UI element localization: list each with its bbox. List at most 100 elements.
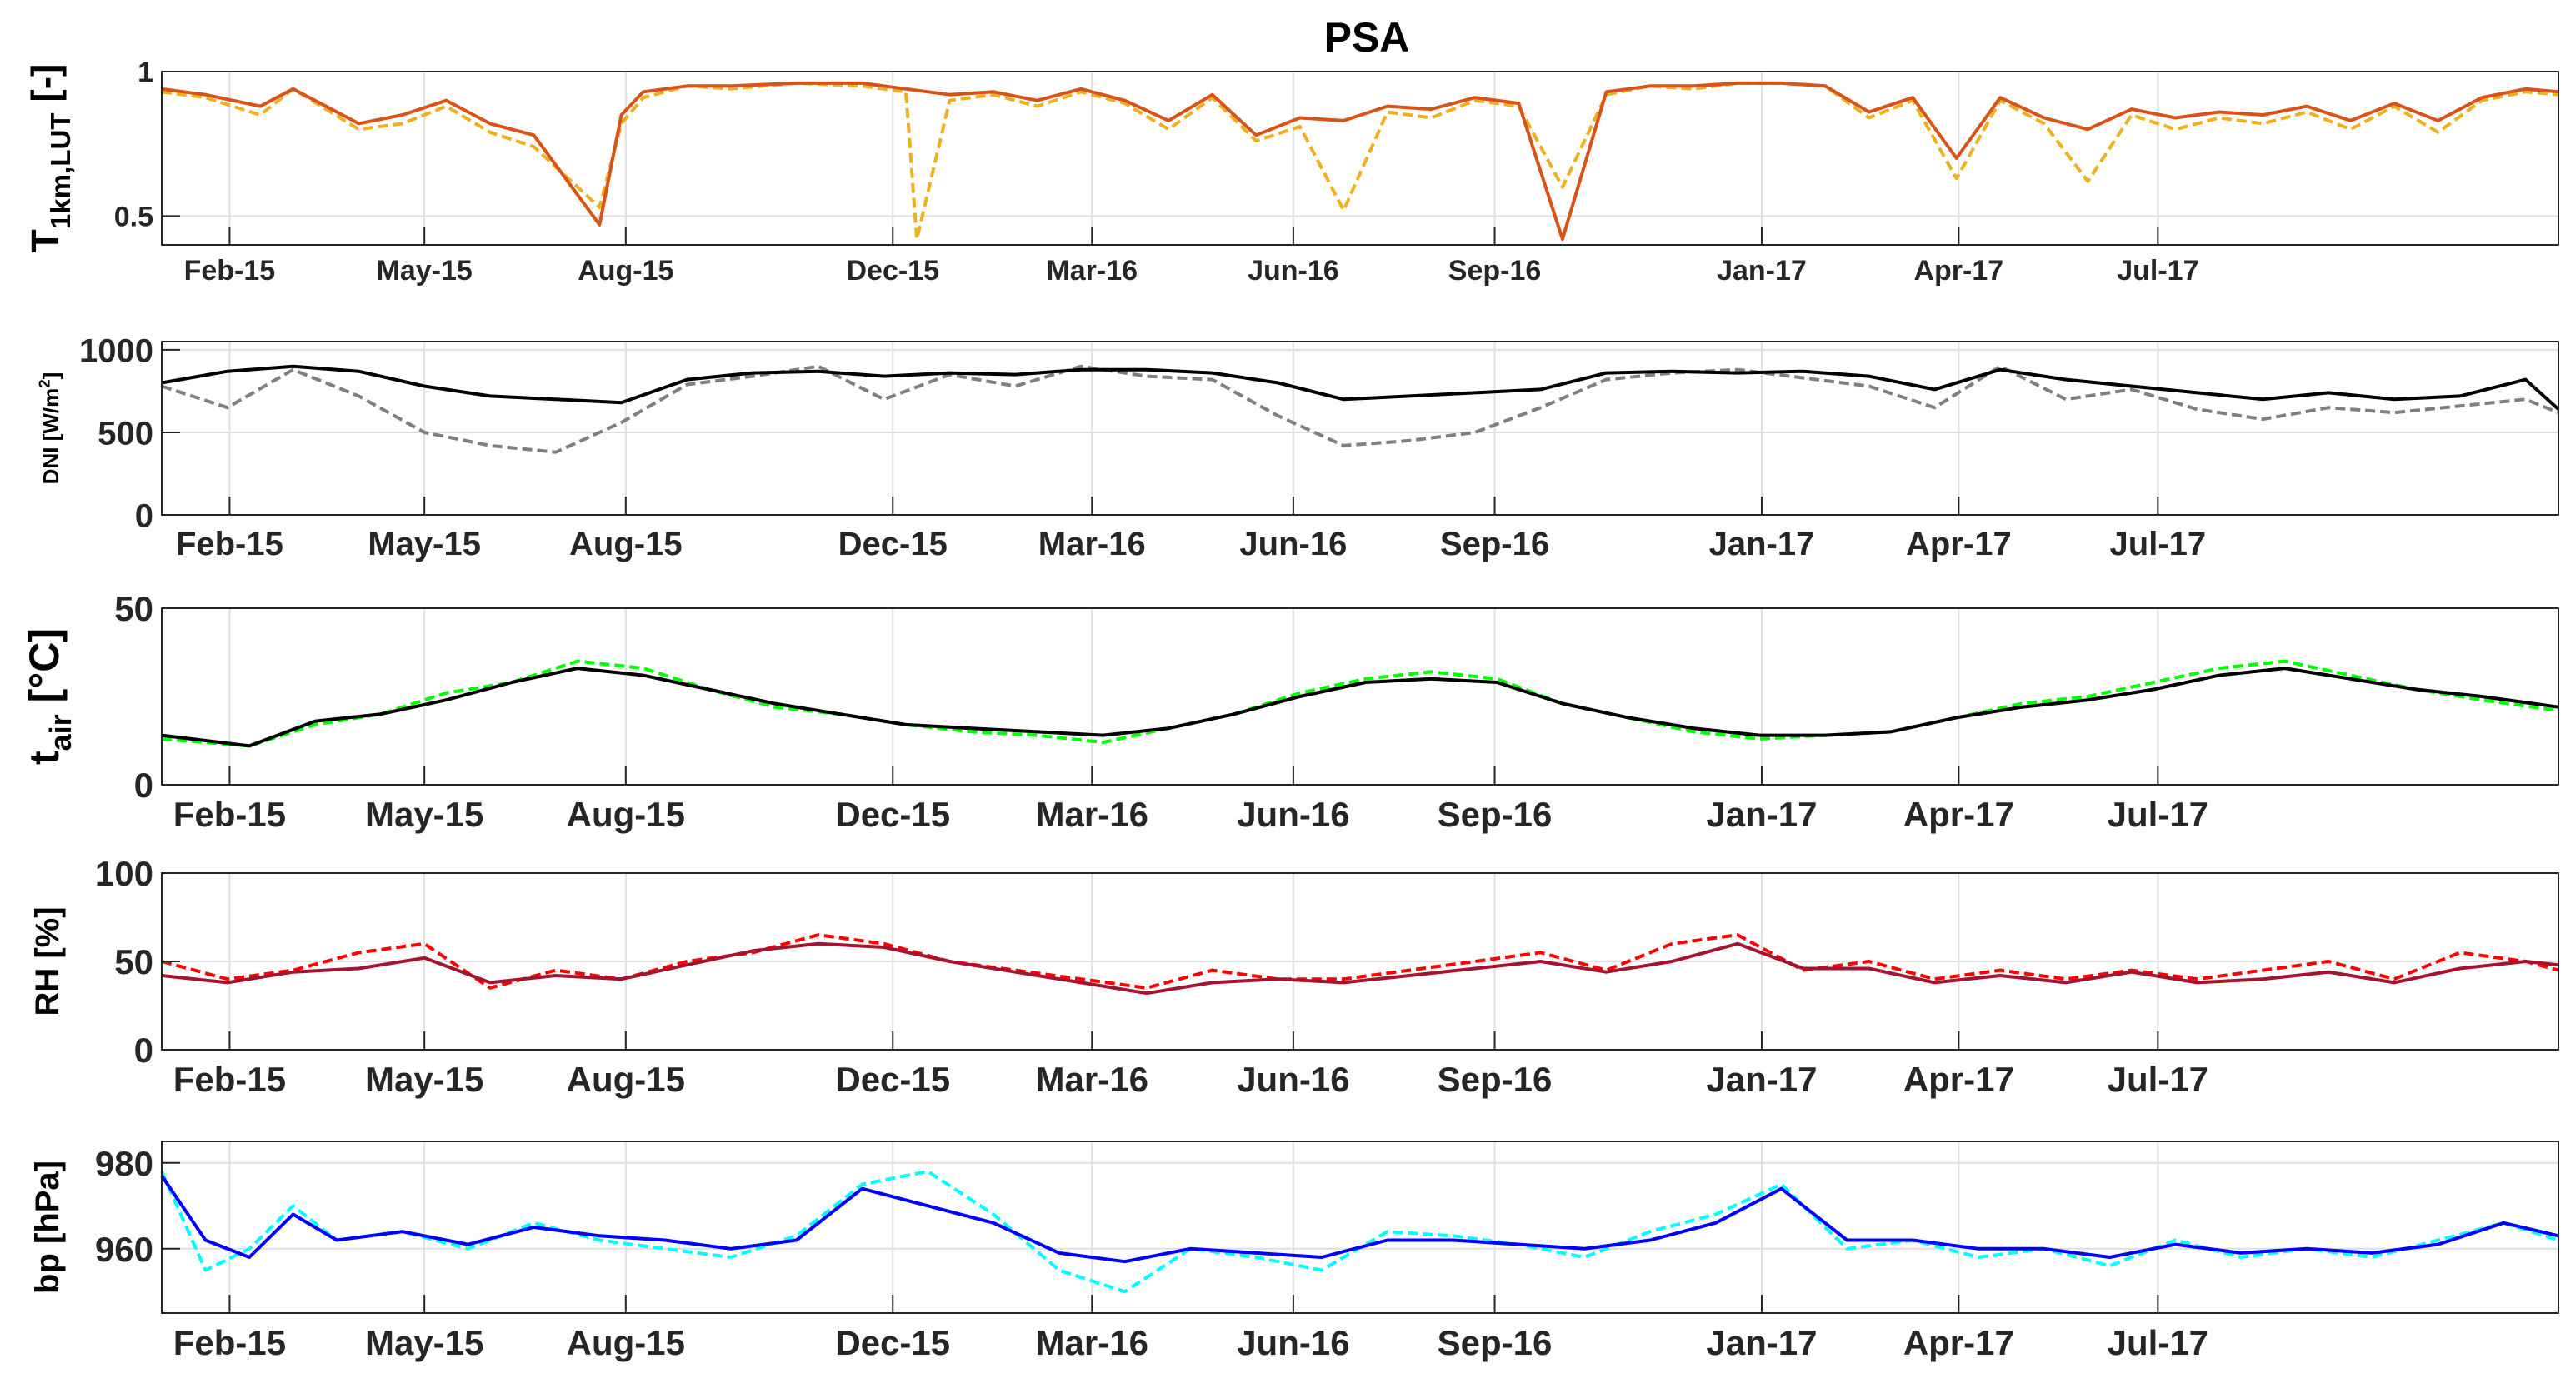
panel-dni: 0 500 1000 Feb-15 May-15 Aug-15 Dec-15 Mar-16 Ju… bbox=[36, 332, 2560, 562]
x-tick-label: Feb-15 bbox=[184, 255, 276, 287]
x-tick-label: Dec-15 bbox=[835, 1323, 950, 1362]
y-tick-label: 50 bbox=[114, 942, 153, 981]
y-axis-label: tair [°C] bbox=[21, 628, 78, 765]
x-tick-label: Jan-17 bbox=[1717, 255, 1807, 287]
y-axis-label-suffix: [-] bbox=[23, 64, 67, 113]
x-tick-label: Apr-17 bbox=[1903, 1323, 2014, 1362]
x-tick-label: Feb-15 bbox=[173, 1323, 286, 1362]
plot-area bbox=[162, 608, 2558, 785]
y-tick-label: 1000 bbox=[79, 332, 153, 369]
axes-box bbox=[161, 341, 2559, 516]
x-tick-label: Jul-17 bbox=[2117, 255, 2198, 287]
x-tick-label: Jul-17 bbox=[2110, 526, 2207, 562]
panel-air_temperature: 0 50 Feb-15 May-15 Aug-15 Dec-15 Mar-16 Jun-16 S… bbox=[21, 589, 2559, 834]
y-tick-label: 500 bbox=[98, 415, 153, 452]
y-tick-label: 0 bbox=[134, 766, 153, 805]
x-tick-label: Dec-15 bbox=[835, 795, 950, 834]
y-tick-label: 1 bbox=[138, 57, 153, 88]
plot-area bbox=[162, 342, 2558, 515]
y-tick-label: 50 bbox=[114, 589, 153, 628]
x-tick-label: Jan-17 bbox=[1709, 526, 1815, 562]
x-tick-label: Sep-16 bbox=[1448, 255, 1542, 287]
y-axis-label-main: T bbox=[23, 229, 67, 252]
series-daily-line bbox=[161, 659, 2559, 748]
plot-area bbox=[162, 72, 2558, 245]
x-tick-label: Jul-17 bbox=[2108, 1323, 2208, 1362]
y-axis-label: bp [hPa] bbox=[29, 1161, 66, 1294]
axes-box bbox=[161, 71, 2559, 246]
x-tick-label: Sep-16 bbox=[1438, 1060, 1553, 1099]
series-daily-line bbox=[161, 81, 2559, 242]
x-tick-label: Mar-16 bbox=[1036, 795, 1148, 834]
y-tick-label: 0.5 bbox=[114, 202, 153, 233]
x-tick-label: Apr-17 bbox=[1903, 1060, 2014, 1099]
x-tick-label: Apr-17 bbox=[1903, 795, 2014, 834]
x-tick-label: Jun-16 bbox=[1248, 255, 1339, 287]
x-tick-label: Sep-16 bbox=[1438, 795, 1553, 834]
x-tick-label: May-15 bbox=[377, 255, 473, 287]
x-tick-label: Aug-15 bbox=[569, 526, 683, 562]
x-tick-label: Jun-16 bbox=[1237, 795, 1349, 834]
x-tick-label: Aug-15 bbox=[567, 1060, 685, 1099]
x-tick-label: Feb-15 bbox=[173, 795, 286, 834]
y-axis-label-main: DNI [W/m bbox=[38, 388, 63, 485]
y-tick-label: 100 bbox=[95, 854, 153, 893]
x-tick-label: Mar-16 bbox=[1038, 526, 1146, 562]
x-tick-label: Jun-16 bbox=[1237, 1060, 1349, 1099]
x-tick-label: Jan-17 bbox=[1706, 1060, 1817, 1099]
y-axis-label-superscript: 2 bbox=[36, 379, 53, 387]
y-tick-label: 960 bbox=[95, 1230, 153, 1269]
x-tick-label: Jan-17 bbox=[1706, 1323, 1817, 1362]
y-axis-label: T1km,LUT [-] bbox=[23, 64, 77, 253]
y-tick-label: 0 bbox=[134, 1031, 153, 1070]
y-axis-label: DNI [W/m2] bbox=[36, 372, 63, 485]
x-tick-label: Feb-15 bbox=[176, 526, 283, 562]
panel-relative_humidity: 0 50 100 Feb-15 May-15 Aug-15 Dec-15 Mar-16 Jun-… bbox=[29, 854, 2559, 1099]
x-tick-label: Jun-16 bbox=[1237, 1323, 1349, 1362]
x-tick-label: May-15 bbox=[365, 1323, 483, 1362]
y-tick-label: 0 bbox=[135, 497, 153, 534]
x-tick-label: May-15 bbox=[365, 795, 483, 834]
y-axis-label-subscript: air bbox=[43, 714, 78, 751]
x-tick-label: Apr-17 bbox=[1906, 526, 2012, 562]
x-tick-label: Apr-17 bbox=[1913, 255, 2003, 287]
series-smoothed-line bbox=[160, 1175, 2559, 1264]
y-axis-label-suffix: ] bbox=[38, 372, 63, 380]
panel-transmittance: 0.5 1 Feb-15 May-15 Aug-15 Dec-15 Mar-16 Jun-16… bbox=[23, 57, 2559, 287]
y-axis-label: RH [%] bbox=[29, 906, 66, 1016]
series-smoothed-line bbox=[161, 667, 2559, 748]
panel-barometric_pressure: 960 980 Feb-15 May-15 Aug-15 Dec-15 Mar-16 Jun-… bbox=[29, 1141, 2559, 1362]
x-tick-label: Aug-15 bbox=[567, 1323, 685, 1362]
x-tick-label: Aug-15 bbox=[567, 795, 685, 834]
series-daily-line bbox=[161, 933, 2559, 990]
series-smoothed-line bbox=[161, 364, 2560, 411]
panels-group: 0.5 1 Feb-15 May-15 Aug-15 Dec-15 Mar-16 Jun-16… bbox=[21, 57, 2560, 1362]
y-axis-label-subscript: 1km,LUT bbox=[46, 112, 77, 229]
x-tick-label: Jul-17 bbox=[2108, 1060, 2208, 1099]
x-tick-label: Jul-17 bbox=[2108, 795, 2208, 834]
series-daily-line bbox=[161, 364, 2559, 454]
x-tick-label: Dec-15 bbox=[838, 526, 948, 562]
x-tick-label: May-15 bbox=[365, 1060, 483, 1099]
x-tick-label: Sep-16 bbox=[1438, 1323, 1553, 1362]
axes-box bbox=[161, 607, 2559, 786]
x-tick-label: May-15 bbox=[368, 526, 481, 562]
y-tick-label: 980 bbox=[95, 1144, 153, 1183]
x-tick-label: Dec-15 bbox=[835, 1060, 950, 1099]
series-monthly-line bbox=[161, 81, 2559, 242]
x-tick-label: Sep-16 bbox=[1440, 526, 1549, 562]
axes-box bbox=[161, 1141, 2559, 1314]
x-tick-label: Mar-16 bbox=[1036, 1323, 1148, 1362]
y-axis-label-suffix: [°C] bbox=[21, 628, 68, 714]
x-tick-label: Jan-17 bbox=[1706, 795, 1817, 834]
x-tick-label: Aug-15 bbox=[578, 255, 673, 287]
y-axis-label-main: t bbox=[21, 751, 68, 765]
figure-title: PSA bbox=[1324, 14, 1410, 61]
x-tick-label: Dec-15 bbox=[846, 255, 939, 287]
x-tick-label: Mar-16 bbox=[1046, 255, 1138, 287]
series-smoothed-line bbox=[161, 941, 2559, 996]
x-tick-label: Jun-16 bbox=[1239, 526, 1347, 562]
x-tick-label: Mar-16 bbox=[1036, 1060, 1148, 1099]
